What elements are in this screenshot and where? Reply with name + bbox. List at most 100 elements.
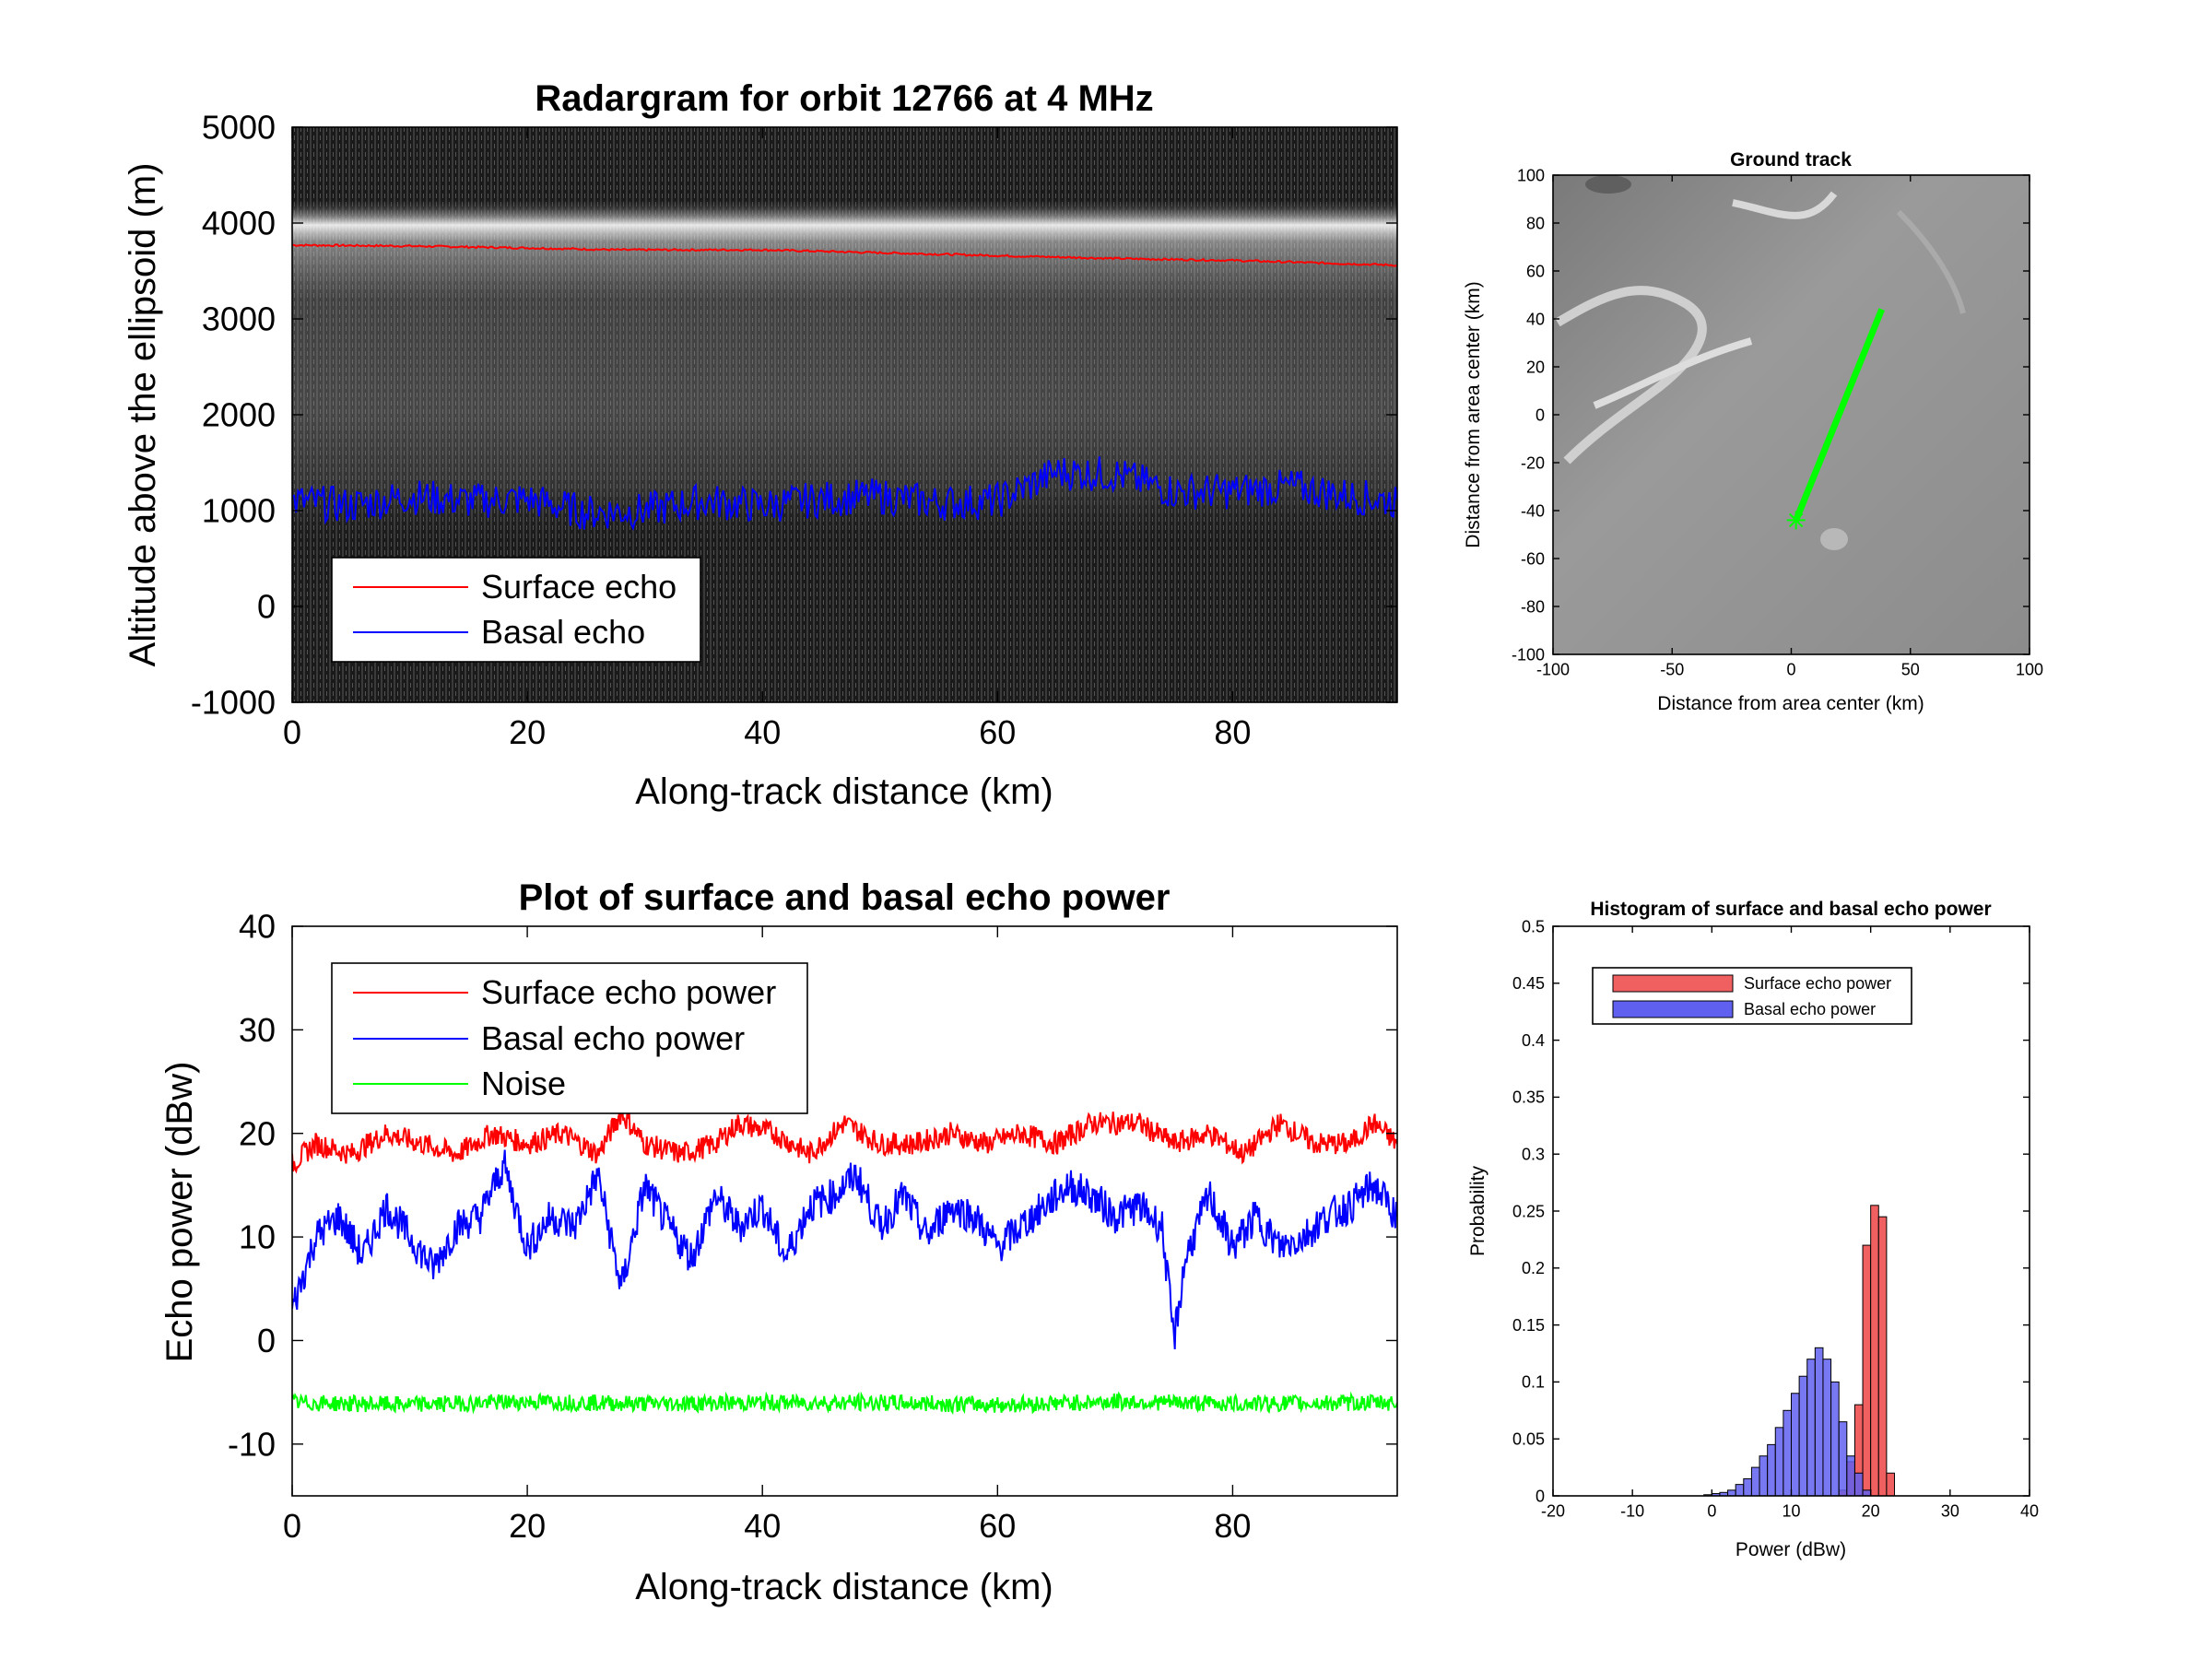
x-tick-label: 40	[2020, 1502, 2039, 1521]
radargram-ylabel: Altitude above the ellipsoid (m)	[123, 163, 163, 667]
y-tick-label: 2000	[202, 396, 276, 434]
legend-label-noise: Noise	[481, 1065, 566, 1102]
histogram-ylabel: Probability	[1467, 1165, 1488, 1256]
histogram-bar	[1877, 1216, 1888, 1496]
series-line	[292, 243, 1397, 267]
relief-ridge	[1896, 209, 1966, 314]
x-tick-label: -10	[1620, 1502, 1644, 1521]
histogram-bar	[1870, 1205, 1879, 1496]
x-tick-label: 20	[509, 1507, 546, 1545]
histogram-bar	[1727, 1489, 1736, 1496]
legend-label-surface-echo-power-hist: Surface echo power	[1744, 974, 1891, 993]
ground-track-xlabel: Distance from area center (km)	[1657, 693, 1924, 714]
histogram-bar	[1886, 1472, 1896, 1496]
y-tick-label: -60	[1521, 549, 1545, 568]
y-tick-label: 0.3	[1522, 1146, 1545, 1164]
echo-power-ylabel: Echo power (dBw)	[159, 1062, 200, 1363]
series-line	[292, 1149, 1397, 1350]
x-tick-label: -100	[1536, 661, 1570, 679]
y-tick-label: 0.25	[1512, 1202, 1545, 1220]
series-line	[292, 1110, 1397, 1174]
y-tick-label: 0.1	[1522, 1373, 1545, 1392]
y-tick-label: 10	[239, 1218, 276, 1256]
y-tick-label: 0	[1535, 1487, 1545, 1505]
legend-label-surface-echo-power: Surface echo power	[481, 973, 776, 1011]
histogram-panel: Histogram of surface and basal echo powe…	[1467, 899, 2039, 1560]
y-tick-label: 20	[239, 1114, 276, 1152]
legend-label-basal-echo-power: Basal echo power	[481, 1019, 745, 1057]
relief-ridge	[1732, 191, 1838, 219]
y-tick-label: 0.05	[1512, 1430, 1545, 1449]
x-tick-label: 10	[1782, 1502, 1800, 1521]
y-tick-label: -20	[1521, 453, 1545, 472]
echo-power-axes-box	[291, 925, 1398, 1497]
histogram-title: Histogram of surface and basal echo powe…	[1590, 899, 1991, 920]
histogram-bar	[1862, 1489, 1872, 1496]
histogram-bar	[1806, 1359, 1816, 1496]
radargram-legend: Surface echo Basal echo	[331, 557, 701, 663]
y-tick-label: 20	[1526, 358, 1545, 376]
y-tick-label: -10	[228, 1425, 276, 1463]
x-tick-label: -50	[1660, 661, 1684, 679]
echo-power-title: Plot of surface and basal echo power	[519, 877, 1171, 918]
histogram-bar	[1774, 1427, 1784, 1496]
histogram-bar	[1814, 1347, 1824, 1496]
y-tick-label: 0.5	[1522, 917, 1545, 935]
legend-label-basal-echo-power-hist: Basal echo power	[1744, 1000, 1876, 1018]
histogram-legend: Surface echo power Basal echo power	[1592, 967, 1912, 1025]
y-tick-label: 100	[1517, 166, 1545, 184]
y-tick-label: 80	[1526, 214, 1545, 232]
x-tick-label: -20	[1541, 1502, 1565, 1521]
echo-power-xlabel: Along-track distance (km)	[635, 1567, 1053, 1607]
y-tick-label: 0.35	[1512, 1088, 1545, 1107]
legend-swatch-basal-echo-power-hist	[1612, 1000, 1734, 1018]
histogram-bar	[1743, 1477, 1752, 1496]
y-tick-label: 0.45	[1512, 974, 1545, 993]
x-tick-label: 40	[744, 713, 781, 751]
y-tick-label: 0.2	[1522, 1259, 1545, 1277]
y-tick-label: 0.4	[1522, 1031, 1545, 1050]
echo-power-legend: Surface echo power Basal echo power Nois…	[331, 962, 808, 1114]
y-tick-label: -1000	[191, 684, 276, 722]
y-tick-label: 1000	[202, 492, 276, 530]
histogram-bar	[1767, 1443, 1776, 1496]
series-line	[292, 1391, 1397, 1416]
ground-track-panel: Ground track -100 -50 0 50 100 100 80 60 40 20 0 -…	[1463, 149, 2043, 714]
x-tick-label: 20	[1862, 1502, 1880, 1521]
x-tick-label: 0	[283, 1507, 301, 1545]
histogram-bar	[1759, 1455, 1769, 1496]
y-tick-label: -80	[1521, 597, 1545, 616]
histogram-bar	[1830, 1381, 1840, 1496]
ground-track-title: Ground track	[1730, 149, 1852, 171]
y-tick-label: 30	[239, 1011, 276, 1049]
relief-crater	[1585, 175, 1631, 194]
histogram-bar	[1853, 1472, 1864, 1496]
histogram-bar	[1822, 1359, 1832, 1496]
x-tick-label: 80	[1214, 1507, 1251, 1545]
y-tick-label: 4000	[202, 205, 276, 242]
radargram-panel: Radargram for orbit 12766 at 4 MHz 0 20 40…	[123, 78, 1398, 812]
histogram-bar	[1783, 1409, 1792, 1496]
x-tick-label: 60	[979, 713, 1016, 751]
track-start-marker-stroke	[1788, 512, 1804, 528]
y-tick-label: 40	[1526, 310, 1545, 328]
ground-track-ylabel: Distance from area center (km)	[1463, 281, 1484, 547]
histogram-bar	[1791, 1393, 1800, 1496]
x-tick-label: 20	[509, 713, 546, 751]
histogram-xlabel: Power (dBw)	[1735, 1539, 1846, 1560]
ground-track-line	[1793, 308, 1885, 522]
histogram-bar	[1750, 1466, 1760, 1496]
x-tick-label: 0	[1707, 1502, 1716, 1521]
relief-ridge	[1555, 286, 1707, 465]
y-tick-label: 0	[257, 1322, 276, 1359]
x-tick-label: 80	[1214, 713, 1251, 751]
y-tick-label: 40	[239, 908, 276, 946]
radargram-title: Radargram for orbit 12766 at 4 MHz	[535, 78, 1153, 119]
histogram-bar	[1838, 1421, 1848, 1496]
y-tick-label: 3000	[202, 300, 276, 338]
y-tick-label: -100	[1512, 645, 1545, 664]
x-tick-label: 50	[1901, 661, 1920, 679]
ground-track-image	[1553, 175, 2030, 654]
x-tick-label: 100	[2016, 661, 2043, 679]
